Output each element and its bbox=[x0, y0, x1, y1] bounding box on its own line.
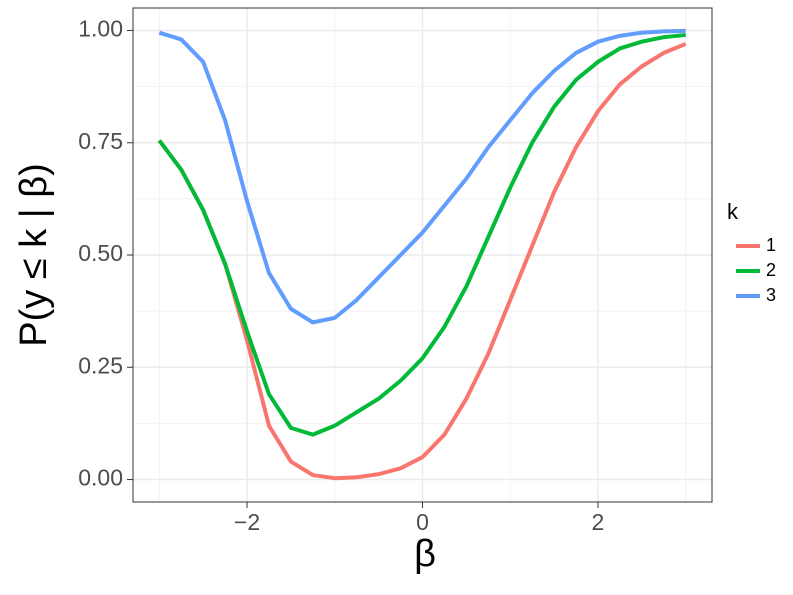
y-tick-label: 0.25 bbox=[78, 352, 123, 378]
series-line bbox=[157, 42, 687, 481]
series-line bbox=[157, 32, 686, 437]
panel-border bbox=[132, 7, 713, 503]
legend-title: k bbox=[727, 199, 739, 224]
series-line bbox=[158, 28, 686, 325]
y-tick-label: 1.00 bbox=[78, 16, 123, 42]
legend-label: 3 bbox=[766, 285, 776, 305]
y-tick-label: 0.00 bbox=[78, 465, 123, 491]
legend-label: 2 bbox=[766, 260, 776, 280]
y-axis-label: P(y ≤ k | β) bbox=[13, 163, 55, 346]
x-tick-label: 2 bbox=[592, 509, 605, 535]
y-tick-label: 0.75 bbox=[78, 128, 123, 154]
y-tick-label: 0.50 bbox=[78, 240, 123, 266]
legend-label: 1 bbox=[766, 235, 776, 255]
x-axis-label: β bbox=[414, 533, 436, 575]
x-tick-label: −2 bbox=[234, 509, 260, 535]
x-tick-label: 0 bbox=[416, 509, 429, 535]
